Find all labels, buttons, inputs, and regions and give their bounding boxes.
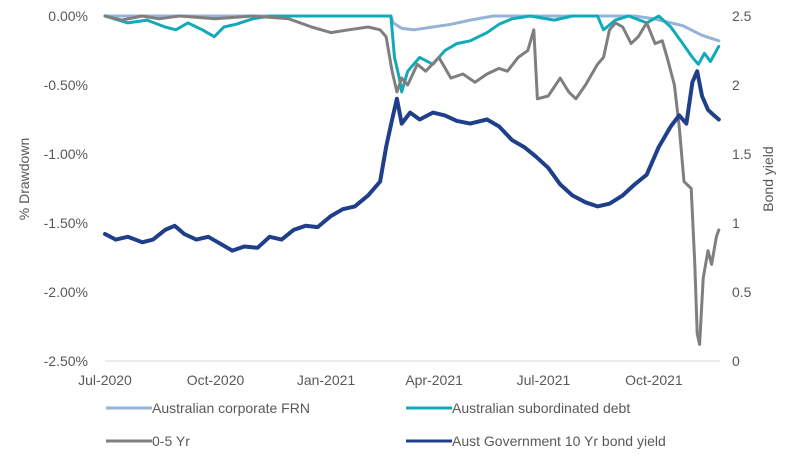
y2-axis-title: Bond yield <box>760 146 776 211</box>
x-axis: Jul-2020 Oct-2020 Jan-2021 Apr-2021 Jul-2021… <box>78 372 683 388</box>
y2-tick-label: 2 <box>732 77 740 93</box>
y-tick-label: -2.50% <box>44 353 88 369</box>
x-tick-label: Jan-2021 <box>297 372 356 388</box>
series-line-0-5-yr <box>103 14 721 346</box>
y2-tick-label: 0.5 <box>732 284 752 300</box>
legend: Australian corporate FRN Australian subor… <box>106 400 666 449</box>
x-tick-label: Jul-2020 <box>78 372 132 388</box>
x-tick-label: Apr-2021 <box>405 372 463 388</box>
series-line-aust-government-10-yr-bond-yield <box>103 69 721 253</box>
x-tick-label: Oct-2021 <box>625 372 683 388</box>
left-axis: 0.00% -0.50% -1.00% -1.50% -2.00% -2.50% <box>44 8 88 369</box>
y-tick-label: 0.00% <box>48 8 88 24</box>
y2-tick-label: 0 <box>732 353 740 369</box>
y2-tick-label: 1 <box>732 215 740 231</box>
legend-label: Australian subordinated debt <box>452 400 630 416</box>
series-line-australian-subordinated-debt <box>103 14 721 94</box>
legend-label: Australian corporate FRN <box>152 400 310 416</box>
legend-label: 0-5 Yr <box>152 433 190 449</box>
x-tick-label: Oct-2020 <box>187 372 245 388</box>
y-tick-label: -0.50% <box>44 77 88 93</box>
x-tick-label: Jul-2021 <box>517 372 571 388</box>
right-axis: 2.5 2 1.5 1 0.5 0 <box>732 8 752 369</box>
y-tick-label: -2.00% <box>44 284 88 300</box>
y-axis-title: % Drawdown <box>16 138 32 220</box>
y-tick-label: -1.50% <box>44 215 88 231</box>
y2-tick-label: 1.5 <box>732 146 752 162</box>
y-tick-label: -1.00% <box>44 146 88 162</box>
series-lines <box>103 14 721 346</box>
legend-label: Aust Government 10 Yr bond yield <box>452 433 666 449</box>
y2-tick-label: 2.5 <box>732 8 752 24</box>
